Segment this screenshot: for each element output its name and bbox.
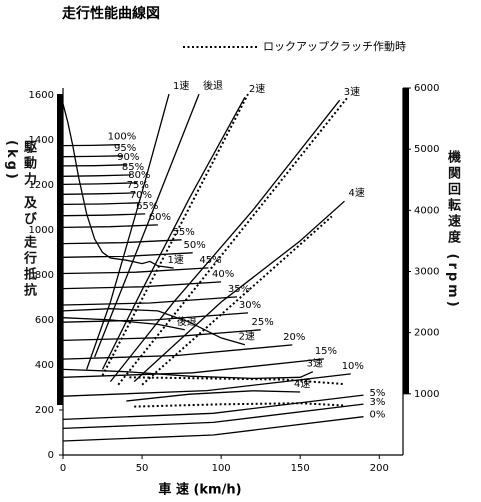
- series-label: 40%: [212, 269, 234, 280]
- series-label: 3速: [344, 86, 360, 98]
- force-line: [62, 281, 222, 290]
- force-line: [62, 394, 364, 421]
- y-tick-label: 1400: [29, 135, 54, 146]
- x-tick-label: 150: [291, 463, 310, 474]
- force-line: [62, 155, 124, 158]
- x-tick-label: 200: [370, 463, 389, 474]
- series-label: 15%: [315, 346, 337, 357]
- x-tick-label: 100: [212, 463, 231, 474]
- force-line: [62, 103, 174, 269]
- series-label: 3速: [307, 358, 323, 370]
- series-label: 90%: [117, 152, 139, 163]
- chart-title: 走行性能曲線図: [62, 5, 160, 22]
- series-label: 20%: [283, 332, 305, 343]
- y2-tick-label: 6000: [414, 83, 439, 94]
- force-line: [62, 174, 132, 177]
- rpm-line: [101, 93, 249, 376]
- series-label: 25%: [252, 317, 274, 328]
- rpm-line: [109, 99, 341, 383]
- y-tick-label: 800: [35, 270, 54, 281]
- series-label: 75%: [127, 180, 149, 191]
- force-line: [62, 296, 238, 306]
- series-label: 100%: [108, 132, 137, 143]
- y-tick-label: 1000: [29, 225, 54, 236]
- y-tick-label: 1200: [29, 180, 54, 191]
- force-line: [62, 144, 120, 147]
- series-label: 0%: [369, 410, 385, 421]
- force-line: [62, 224, 158, 229]
- y-tick-label: 600: [35, 315, 54, 326]
- series-label: 1速: [173, 80, 189, 92]
- force-line: [62, 403, 364, 430]
- rpm-line: [133, 200, 345, 383]
- rpm-line: [93, 93, 200, 358]
- x-tick-label: 0: [60, 463, 66, 474]
- series-label: 60%: [149, 212, 171, 223]
- series-label: 10%: [342, 361, 364, 372]
- series-label: 55%: [172, 227, 194, 238]
- series-label: 2速: [239, 331, 255, 343]
- force-line: [62, 164, 127, 167]
- legend-label: ロックアップクラッチ作動時: [263, 39, 406, 53]
- force-line: [62, 192, 136, 195]
- force-line: [62, 308, 246, 346]
- series-label: 5%: [369, 388, 385, 399]
- series-label: 2速: [249, 83, 265, 95]
- force-line: [62, 416, 364, 442]
- x-axis-title: 車 速 (km/h): [158, 482, 241, 498]
- rpm-line: [86, 93, 170, 370]
- y2-tick-label: 3000: [414, 267, 439, 278]
- force-line: [62, 317, 185, 331]
- series-label: 4速: [348, 187, 364, 199]
- series-label: 1速: [168, 254, 184, 266]
- series-label: 35%: [228, 284, 250, 295]
- force-line: [62, 239, 182, 245]
- force-line: [62, 344, 293, 360]
- left-axis-bar: [57, 94, 63, 405]
- force-line: [62, 252, 193, 258]
- y2-tick-label: 1000: [414, 389, 439, 400]
- y2-axis-title: 機関回転速度 (rpm): [445, 150, 460, 310]
- series-label: 95%: [114, 143, 136, 154]
- y-axis-title: 駆動力 及び 走行抵抗 (kg): [4, 140, 36, 300]
- series-label: 後退: [203, 79, 223, 92]
- right-axis-bar: [403, 88, 409, 394]
- series-label: 3%: [369, 397, 385, 408]
- force-line: [62, 182, 138, 186]
- y-tick-label: 400: [35, 360, 54, 371]
- y2-tick-label: 5000: [414, 144, 439, 155]
- y-tick-label: 200: [35, 405, 54, 416]
- x-tick-label: 50: [136, 463, 149, 474]
- series-label: 50%: [184, 240, 206, 251]
- y-tick-label: 1600: [29, 90, 54, 101]
- series-label: 80%: [128, 170, 150, 181]
- y2-tick-label: 2000: [414, 328, 439, 339]
- series-label: 85%: [122, 162, 144, 173]
- force-line: [126, 390, 301, 402]
- rpm-line: [101, 96, 246, 370]
- force-line: [129, 376, 345, 386]
- y2-tick-label: 4000: [414, 205, 439, 216]
- force-line: [62, 202, 139, 206]
- rpm-line: [117, 96, 349, 386]
- force-line: [134, 402, 345, 408]
- force-line: [62, 267, 209, 275]
- y-tick-label: 0: [48, 450, 54, 461]
- series-label: 65%: [136, 201, 158, 212]
- force-line: [62, 373, 351, 397]
- force-line: [62, 312, 249, 323]
- force-line: [62, 213, 146, 217]
- series-label: 30%: [239, 300, 261, 311]
- force-line: [62, 368, 314, 380]
- force-line: [62, 358, 324, 378]
- force-line: [62, 329, 261, 342]
- rpm-line: [141, 215, 333, 386]
